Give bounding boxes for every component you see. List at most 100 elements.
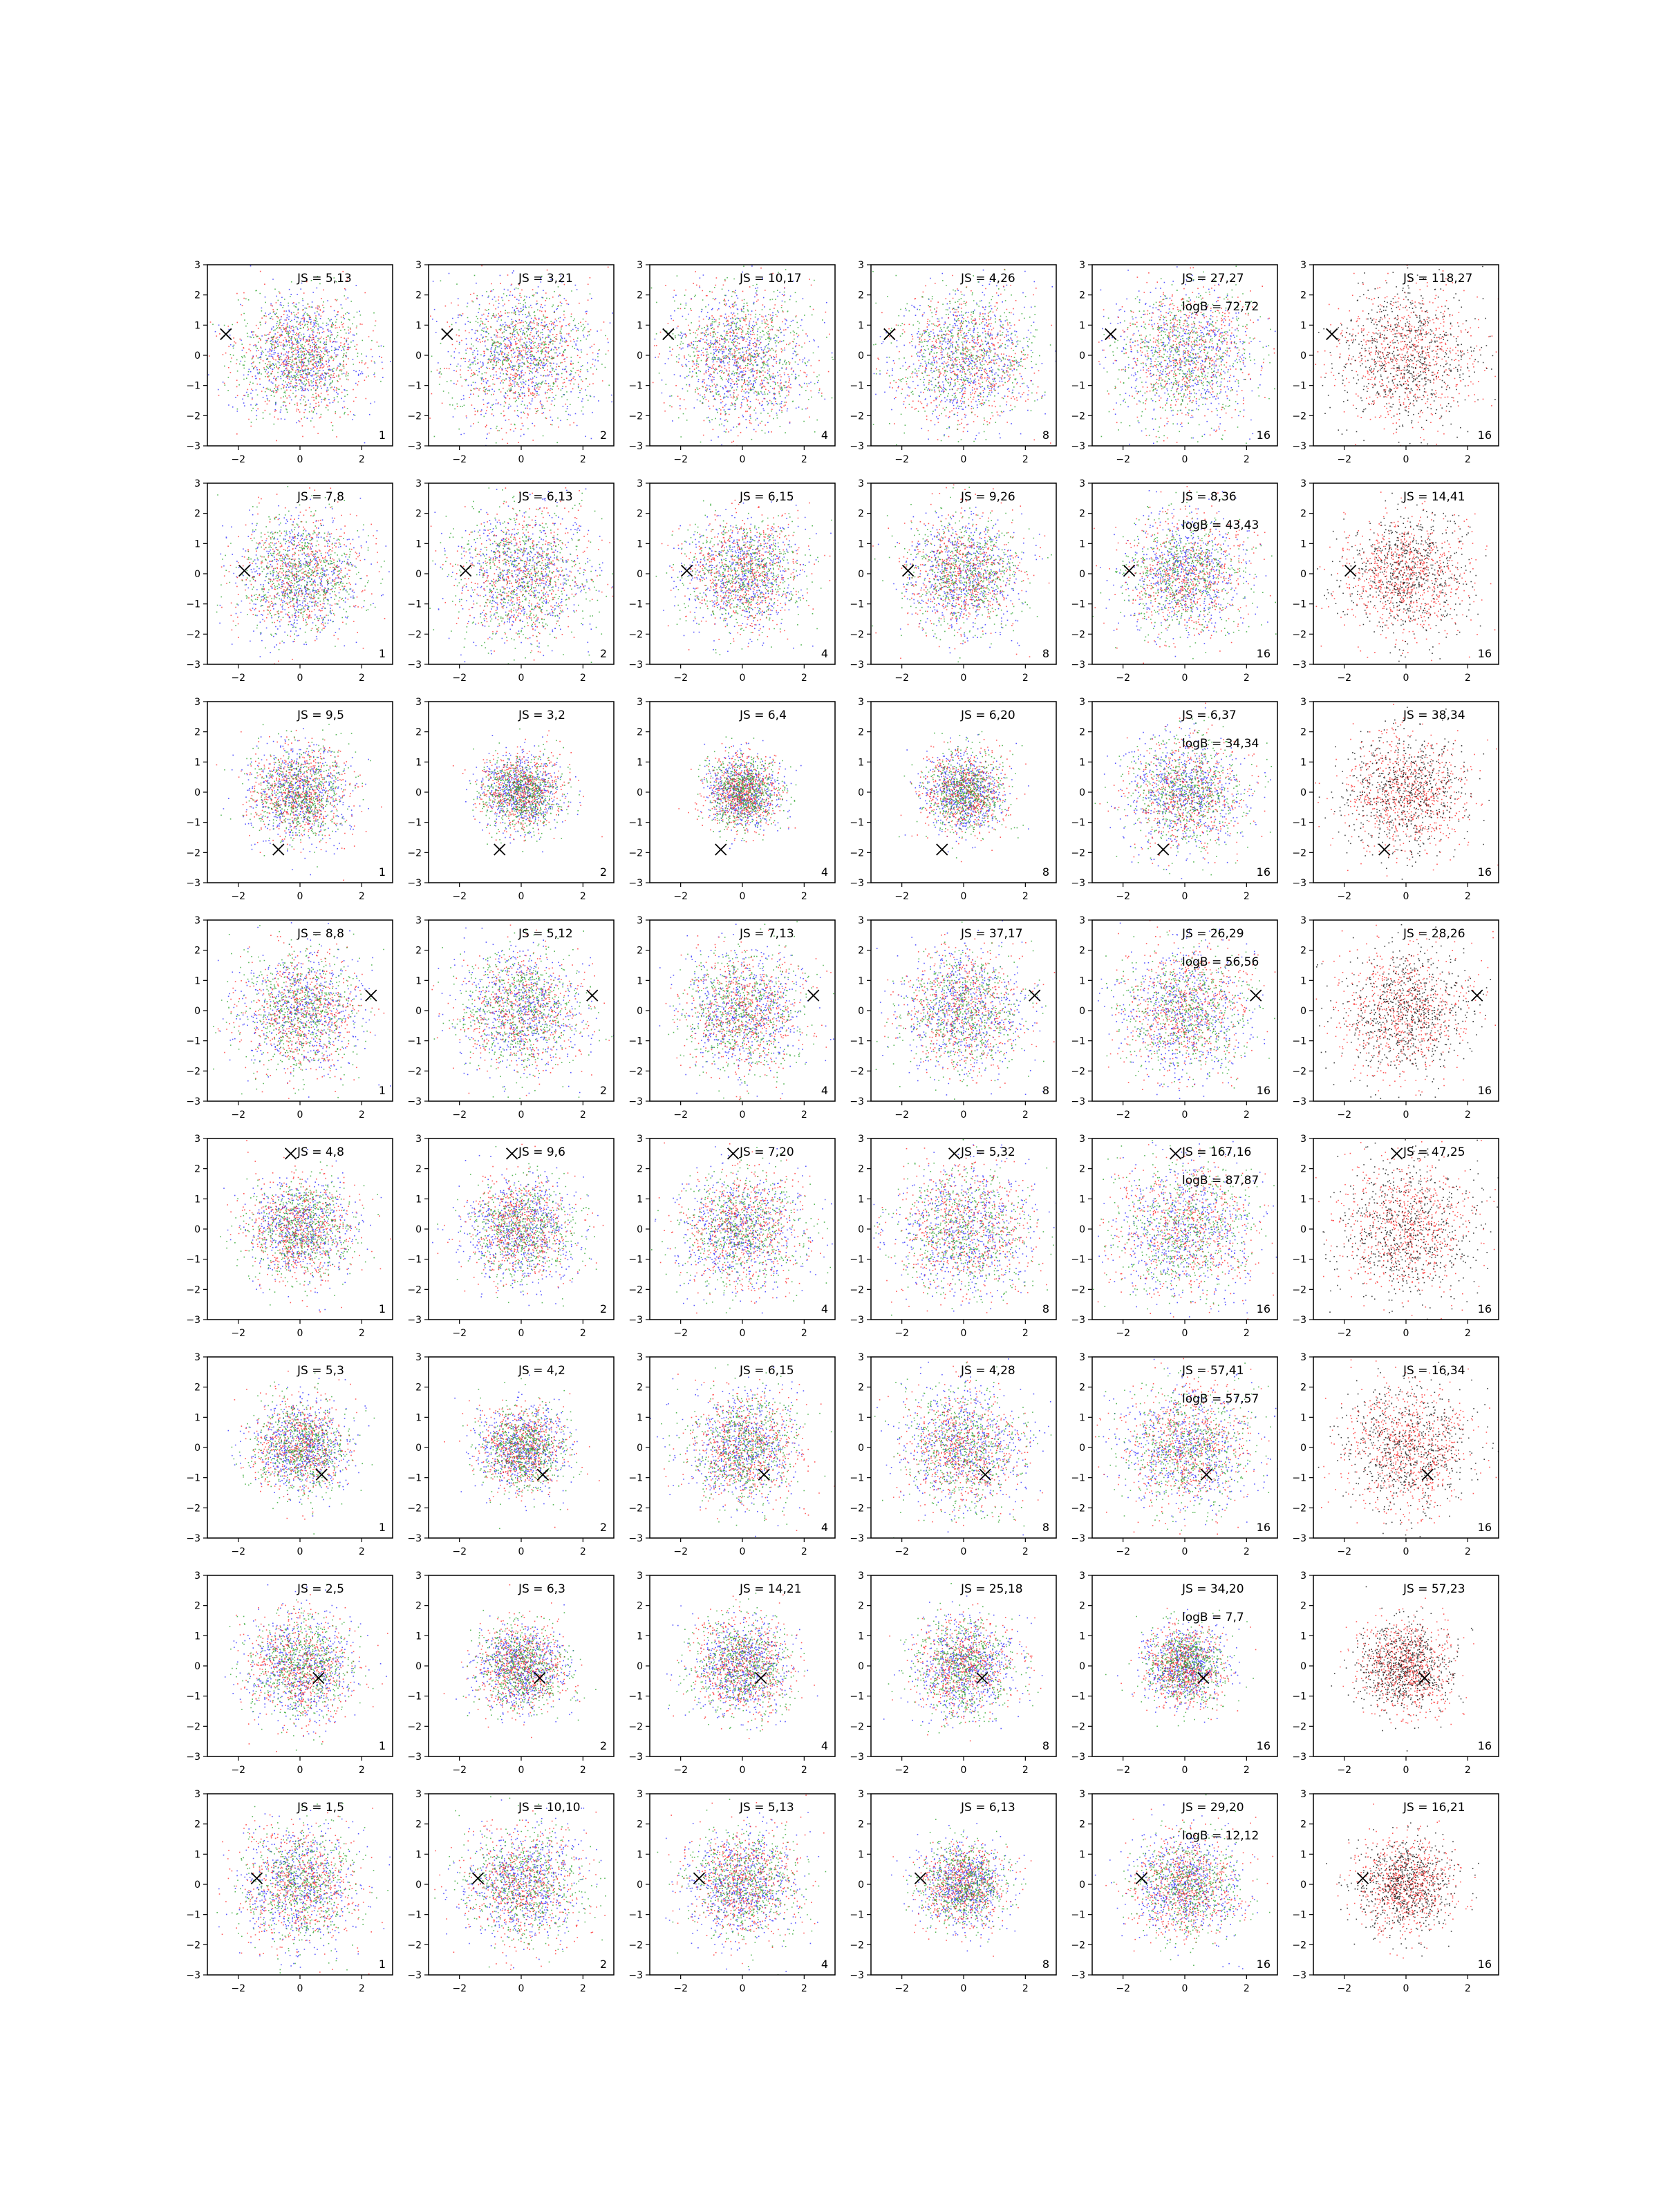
y-tick-label: −2 — [407, 629, 422, 640]
y-tick-label: 2 — [858, 727, 864, 738]
axes-frame — [870, 1793, 1057, 1976]
x-tick-label: 0 — [518, 454, 525, 465]
series-points — [1095, 1358, 1270, 1535]
x-tick-label: 0 — [297, 1328, 303, 1339]
series-points — [1336, 1803, 1476, 1959]
series-points — [207, 265, 391, 444]
y-tick-label: −1 — [1292, 599, 1306, 610]
y-tick-label: −2 — [407, 411, 422, 422]
panel-count-label: 8 — [1042, 647, 1049, 660]
js-annotation: JS = 10,10 — [518, 1801, 581, 1815]
js-annotation: JS = 28,26 — [1403, 927, 1465, 941]
y-tick-label: −2 — [850, 411, 864, 422]
y-tick-label: 1 — [1079, 1631, 1085, 1642]
scatter-points — [1315, 1139, 1499, 1320]
series-points — [212, 276, 384, 446]
x-tick-label: 0 — [1403, 1983, 1409, 1994]
x-tick-label: −2 — [894, 673, 909, 684]
series-points — [1099, 702, 1266, 867]
x-tick-label: 2 — [1465, 673, 1471, 684]
panel-r7-c1: −2 0 2 −3 −2 −1 0 1 2 3 JS = 2,5 1 — [186, 1571, 393, 1776]
y-tick-label: −2 — [850, 1940, 864, 1951]
scatter-points — [452, 728, 603, 853]
js-annotation: JS = 4,28 — [960, 1364, 1015, 1378]
x-tick-label: −2 — [231, 891, 245, 902]
panel-r1-c2: −2 0 2 −3 −2 −1 0 1 2 3 JS = 3,21 2 — [407, 260, 615, 465]
marker-x — [693, 1872, 706, 1884]
panel-r5-c1: −2 0 2 −3 −2 −1 0 1 2 3 JS = 4,8 1 — [186, 1134, 393, 1339]
js-annotation: JS = 29,20 — [1181, 1801, 1244, 1815]
panel-r1-c5: −2 0 2 −3 −2 −1 0 1 2 3 JS = 27,27 logB = 72,72 16 — [1071, 260, 1278, 465]
y-tick-label: 3 — [194, 697, 200, 708]
marker-x — [1105, 328, 1117, 341]
series-points — [216, 729, 382, 881]
x-tick-label: 0 — [961, 891, 967, 902]
y-tick-label: 0 — [194, 350, 200, 362]
y-tick-label: −1 — [1071, 1910, 1085, 1921]
marker-x — [715, 843, 727, 856]
y-tick-label: 2 — [1300, 290, 1306, 301]
marker-x — [1197, 1671, 1210, 1685]
y-tick-label: −1 — [850, 599, 864, 610]
y-tick-label: −1 — [628, 1036, 643, 1047]
y-tick-label: −1 — [850, 1473, 864, 1484]
marker-x — [1250, 989, 1262, 1002]
series-points — [1318, 265, 1496, 445]
y-tick-label: −1 — [850, 381, 864, 392]
y-tick-label: −2 — [628, 629, 643, 640]
y-tick-label: 1 — [1079, 1194, 1085, 1205]
logb-annotation: logB = 57,57 — [1182, 1392, 1259, 1406]
y-tick-label: −3 — [186, 1752, 200, 1763]
y-tick-label: −1 — [1292, 1691, 1306, 1703]
y-tick-label: −1 — [1292, 381, 1306, 392]
y-tick-label: 2 — [1300, 1164, 1306, 1175]
y-tick-label: 0 — [415, 1224, 422, 1235]
axes-frame — [1313, 264, 1499, 447]
x-tick-label: −2 — [894, 1328, 909, 1339]
js-annotation: JS = 14,21 — [739, 1582, 802, 1596]
series-points — [1100, 265, 1275, 444]
y-tick-label: 3 — [194, 1352, 200, 1363]
y-tick-label: 2 — [1300, 1819, 1306, 1830]
series-points — [1121, 1607, 1257, 1721]
y-tick-label: 3 — [637, 697, 643, 708]
scatter-points — [874, 1358, 1052, 1538]
js-annotation: JS = 167,16 — [1181, 1145, 1251, 1159]
panel-count-label: 2 — [600, 1302, 607, 1315]
x-tick-label: 2 — [801, 891, 807, 902]
x-tick-label: 2 — [580, 1546, 586, 1557]
y-tick-label: 2 — [637, 1601, 643, 1612]
panel-r8-c3: −2 0 2 −3 −2 −1 0 1 2 3 JS = 5,13 4 — [628, 1789, 836, 1994]
y-tick-label: 0 — [415, 787, 422, 798]
x-tick-label: −2 — [894, 891, 909, 902]
panel-r2-c2: −2 0 2 −3 −2 −1 0 1 2 3 JS = 6,13 2 — [407, 478, 615, 684]
marker-x — [1029, 989, 1041, 1002]
panel-r8-c5: −2 0 2 −3 −2 −1 0 1 2 3 JS = 29,20 logB = 12,12 16 — [1071, 1789, 1278, 1994]
y-tick-label: −3 — [407, 659, 422, 671]
y-tick-label: 3 — [194, 1571, 200, 1582]
y-tick-label: −3 — [186, 1096, 200, 1107]
y-tick-label: 3 — [415, 697, 422, 708]
series-points — [888, 1583, 1039, 1734]
y-tick-label: 3 — [637, 1789, 643, 1800]
series-points — [668, 921, 834, 1100]
y-tick-label: 0 — [1300, 1661, 1306, 1672]
x-tick-label: 2 — [1244, 1983, 1250, 1994]
y-tick-label: 3 — [1300, 260, 1306, 271]
y-tick-label: −2 — [628, 847, 643, 859]
y-tick-label: 2 — [194, 1382, 200, 1394]
y-tick-label: −2 — [850, 1503, 864, 1514]
series-points — [1113, 1794, 1271, 1966]
panel-r5-c6: −2 0 2 −3 −2 −1 0 1 2 3 JS = 47,25 16 — [1292, 1134, 1499, 1339]
y-tick-label: −3 — [1071, 1970, 1085, 1981]
scatter-points — [872, 268, 1056, 446]
y-tick-label: −2 — [628, 411, 643, 422]
y-tick-label: −1 — [1292, 1255, 1306, 1266]
series-points — [664, 1374, 835, 1531]
marker-x — [1356, 1872, 1369, 1884]
y-tick-label: 0 — [1079, 569, 1085, 580]
x-tick-label: 0 — [297, 454, 303, 465]
y-tick-label: −1 — [186, 1036, 200, 1047]
y-tick-label: 1 — [858, 1631, 864, 1642]
y-tick-label: −1 — [1071, 1255, 1085, 1266]
